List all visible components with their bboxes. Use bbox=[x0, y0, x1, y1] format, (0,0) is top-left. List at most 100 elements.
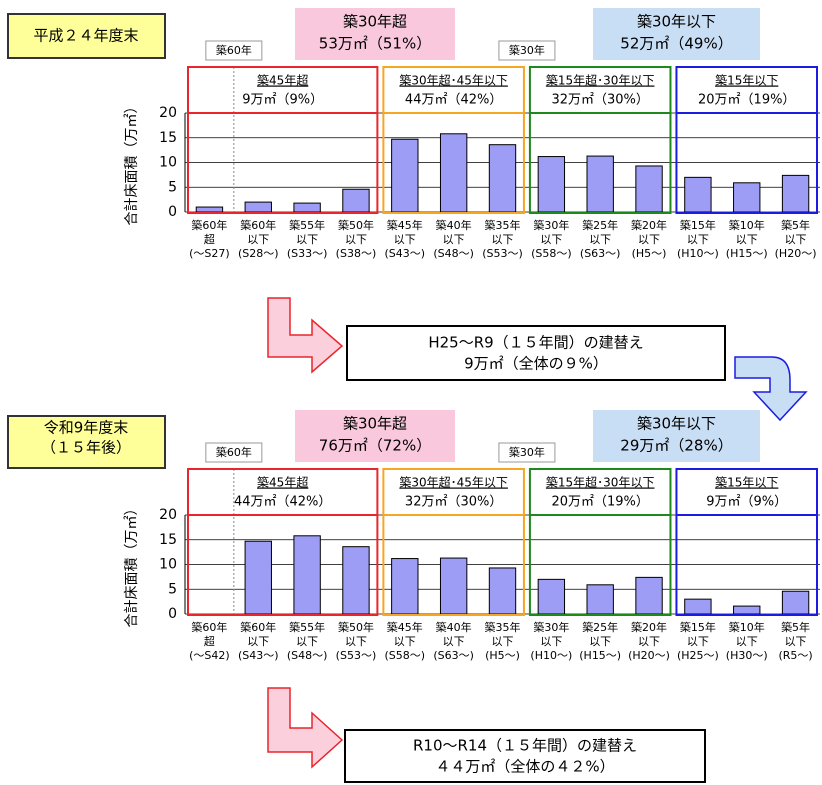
group-box bbox=[382, 66, 525, 214]
x-tick-label: 以下 bbox=[589, 635, 611, 648]
x-tick-label: (H10～) bbox=[677, 247, 719, 260]
x-tick-label: 以下 bbox=[540, 233, 562, 246]
header-box bbox=[295, 8, 455, 60]
x-tick-label: (S63～) bbox=[580, 247, 621, 260]
x-tick-label: 以下 bbox=[736, 233, 758, 246]
y-tick-label: 0 bbox=[168, 606, 177, 622]
transition-text: H25～R9（１５年間）の建替え bbox=[428, 334, 643, 352]
group-value: 32万㎡（30%） bbox=[405, 495, 502, 510]
transition-box bbox=[344, 729, 706, 783]
y-tick-label: 15 bbox=[159, 130, 177, 146]
y-tick-label: 20 bbox=[159, 507, 177, 523]
tag-box bbox=[498, 40, 556, 61]
x-tick-label: 築10年 bbox=[729, 218, 765, 232]
x-tick-label: 築45年 bbox=[387, 218, 423, 232]
x-tick-label: 以下 bbox=[785, 635, 807, 648]
x-tick-label: 築30年 bbox=[533, 218, 569, 232]
x-tick-label: (S58～) bbox=[385, 649, 426, 662]
header-value: 76万㎡（72%） bbox=[319, 437, 431, 455]
x-tick-label: 築15年 bbox=[680, 620, 716, 634]
x-tick-label: (～S27) bbox=[189, 247, 230, 260]
bar bbox=[586, 584, 614, 615]
period-box bbox=[7, 415, 166, 469]
group-name: 築15年超･30年以下 bbox=[546, 73, 655, 88]
transition-box bbox=[346, 325, 726, 381]
arrow bbox=[267, 687, 344, 769]
x-tick-label: 築30年 bbox=[533, 620, 569, 634]
x-tick-label: 以下 bbox=[687, 233, 709, 246]
arrow bbox=[734, 356, 808, 422]
bar bbox=[635, 576, 663, 615]
x-tick-label: 超 bbox=[204, 634, 215, 648]
y-tick-label: 5 bbox=[168, 179, 177, 195]
x-tick-label: (H5～) bbox=[485, 649, 520, 662]
bar bbox=[733, 605, 761, 615]
y-tick-label: 5 bbox=[168, 581, 177, 597]
x-tick-label: (H20～) bbox=[628, 649, 670, 662]
x-tick-label: 築25年 bbox=[582, 620, 618, 634]
group-box bbox=[187, 468, 379, 616]
x-tick-label: 築10年 bbox=[729, 620, 765, 634]
x-tick-label: 以下 bbox=[785, 233, 807, 246]
group-value: 9万㎡（9%） bbox=[706, 495, 787, 510]
bar bbox=[244, 540, 272, 615]
bar bbox=[244, 201, 272, 213]
bar bbox=[293, 535, 321, 615]
header-box bbox=[295, 410, 455, 462]
group-name: 築45年超 bbox=[257, 475, 308, 490]
x-tick-label: 以下 bbox=[247, 635, 269, 648]
bar bbox=[391, 558, 419, 615]
period-label: 令和9年度末 bbox=[44, 419, 129, 437]
x-tick-label: 築50年 bbox=[338, 218, 374, 232]
x-tick-label: 築60年 bbox=[191, 620, 227, 634]
x-tick-label: 以下 bbox=[296, 635, 318, 648]
x-tick-label: (S48～) bbox=[433, 247, 474, 260]
group-name: 築30年超･45年以下 bbox=[399, 475, 508, 490]
bar bbox=[781, 590, 810, 615]
x-tick-label: 以下 bbox=[443, 635, 465, 648]
x-tick-label: 築60年 bbox=[240, 218, 276, 232]
x-tick-label: 築15年 bbox=[680, 218, 716, 232]
x-tick-label: (H30～) bbox=[726, 649, 768, 662]
x-tick-label: (R5～) bbox=[778, 649, 812, 662]
x-tick-label: (S53～) bbox=[482, 247, 523, 260]
group-value: 44万㎡（42%） bbox=[234, 495, 331, 510]
x-tick-label: (H10～) bbox=[530, 649, 572, 662]
bar bbox=[439, 557, 468, 615]
group-name: 築15年超･30年以下 bbox=[546, 475, 655, 490]
x-tick-label: (H20～) bbox=[775, 247, 817, 260]
group-name: 築45年超 bbox=[257, 73, 308, 88]
group-box bbox=[528, 66, 672, 214]
bar bbox=[635, 165, 663, 213]
x-tick-label: 築5年 bbox=[781, 218, 810, 232]
x-tick-label: 以下 bbox=[296, 233, 318, 246]
bar bbox=[537, 156, 566, 213]
tag-box bbox=[498, 442, 556, 463]
x-tick-label: 以下 bbox=[736, 635, 758, 648]
y-axis-label: 合計床面積（万㎡） bbox=[124, 502, 140, 628]
x-tick-label: (H25～) bbox=[677, 649, 719, 662]
x-tick-label: 以下 bbox=[687, 635, 709, 648]
x-tick-label: 以下 bbox=[589, 233, 611, 246]
x-tick-label: 以下 bbox=[492, 233, 514, 246]
x-tick-label: (S43～) bbox=[238, 649, 279, 662]
x-tick-label: (S43～) bbox=[385, 247, 426, 260]
group-name: 築15年以下 bbox=[715, 475, 778, 490]
x-tick-label: 築35年 bbox=[485, 218, 521, 232]
x-tick-label: 以下 bbox=[443, 233, 465, 246]
bar bbox=[684, 598, 712, 615]
header-value: 29万㎡（28%） bbox=[620, 437, 732, 455]
bar bbox=[586, 155, 614, 213]
x-tick-label: 築20年 bbox=[631, 218, 667, 232]
bar bbox=[439, 133, 468, 213]
y-tick-label: 0 bbox=[168, 204, 177, 220]
group-value: 44万㎡（42%） bbox=[405, 93, 502, 108]
transition-text: ４４万㎡（全体の４２%） bbox=[435, 758, 614, 776]
group-value: 9万㎡（9%） bbox=[242, 93, 323, 108]
x-tick-label: 築60年 bbox=[240, 620, 276, 634]
x-tick-label: 以下 bbox=[247, 233, 269, 246]
x-tick-label: 築25年 bbox=[582, 218, 618, 232]
transition-text: 9万㎡（全体の９%） bbox=[464, 355, 608, 373]
bar bbox=[488, 144, 517, 213]
